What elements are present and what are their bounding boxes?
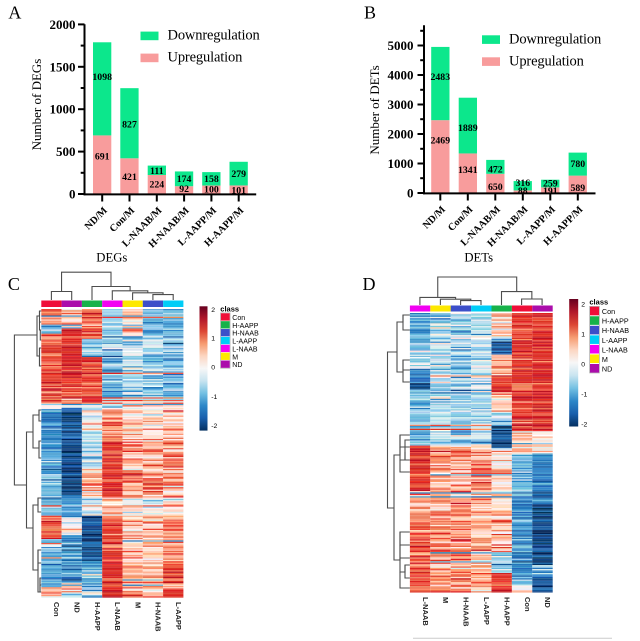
- svg-text:650: 650: [488, 182, 503, 193]
- svg-text:M: M: [232, 354, 238, 361]
- svg-text:Con: Con: [602, 307, 615, 316]
- svg-text:Downregulation: Downregulation: [168, 28, 261, 44]
- svg-text:H-NAAB: H-NAAB: [602, 326, 629, 335]
- svg-text:Con: Con: [52, 602, 61, 617]
- svg-text:DEGs: DEGs: [96, 251, 127, 265]
- svg-text:174: 174: [177, 174, 192, 185]
- svg-text:1000: 1000: [388, 156, 414, 171]
- svg-text:class: class: [220, 305, 239, 314]
- svg-text:2: 2: [211, 307, 215, 314]
- svg-text:L-AAPP: L-AAPP: [482, 597, 491, 625]
- svg-text:88: 88: [518, 186, 528, 197]
- svg-text:1098: 1098: [92, 72, 112, 83]
- svg-text:2000: 2000: [50, 17, 76, 32]
- svg-text:M: M: [441, 597, 450, 603]
- svg-text:Con: Con: [232, 315, 245, 322]
- svg-text:ND: ND: [543, 597, 552, 608]
- svg-text:-2: -2: [581, 421, 587, 428]
- svg-text:H-AAPP: H-AAPP: [93, 602, 102, 631]
- svg-text:2483: 2483: [431, 72, 451, 83]
- svg-text:316: 316: [515, 178, 530, 189]
- svg-text:-1: -1: [211, 394, 217, 401]
- svg-text:L-NAAB: L-NAAB: [113, 602, 122, 631]
- svg-text:L-AAPP: L-AAPP: [602, 336, 628, 345]
- svg-text:H-AAPP: H-AAPP: [502, 597, 511, 626]
- svg-text:ND: ND: [602, 364, 612, 373]
- svg-text:259: 259: [543, 178, 558, 189]
- svg-text:ND: ND: [232, 362, 242, 369]
- svg-text:500: 500: [56, 144, 76, 159]
- svg-text:780: 780: [570, 159, 585, 170]
- svg-text:111: 111: [150, 166, 164, 177]
- svg-text:class: class: [589, 298, 608, 307]
- svg-text:ND: ND: [73, 602, 82, 613]
- svg-text:D: D: [363, 274, 376, 294]
- svg-text:1341: 1341: [458, 165, 478, 176]
- svg-text:H-NAAB: H-NAAB: [232, 331, 259, 338]
- svg-text:3000: 3000: [388, 97, 414, 112]
- svg-text:5000: 5000: [388, 38, 414, 53]
- svg-text:472: 472: [488, 164, 503, 175]
- svg-text:0: 0: [211, 365, 215, 372]
- svg-text:279: 279: [231, 169, 246, 180]
- svg-text:1889: 1889: [458, 123, 478, 134]
- svg-text:224: 224: [149, 179, 164, 190]
- svg-text:ND/M: ND/M: [83, 205, 110, 232]
- svg-text:589: 589: [570, 183, 585, 194]
- svg-text:2000: 2000: [388, 127, 414, 142]
- svg-text:Upregulation: Upregulation: [509, 53, 585, 69]
- svg-text:158: 158: [204, 174, 219, 185]
- svg-text:M: M: [602, 355, 608, 364]
- svg-text:-1: -1: [581, 391, 587, 398]
- svg-text:1: 1: [211, 335, 215, 342]
- svg-text:B: B: [364, 3, 376, 23]
- svg-text:2: 2: [581, 301, 585, 308]
- svg-text:L-NAAB: L-NAAB: [421, 597, 430, 626]
- svg-text:H-NAAB: H-NAAB: [462, 597, 471, 627]
- svg-text:1000: 1000: [50, 102, 76, 117]
- svg-text:101: 101: [231, 186, 246, 197]
- svg-text:1500: 1500: [50, 59, 76, 74]
- svg-text:C: C: [8, 274, 20, 294]
- svg-text:Downregulation: Downregulation: [509, 31, 602, 47]
- svg-text:100: 100: [204, 184, 219, 195]
- svg-text:H-NAAB: H-NAAB: [154, 602, 163, 632]
- svg-text:4000: 4000: [388, 68, 414, 83]
- svg-text:691: 691: [95, 152, 110, 163]
- svg-text:1: 1: [581, 331, 585, 338]
- svg-text:L-AAPP: L-AAPP: [232, 339, 257, 346]
- svg-text:2469: 2469: [431, 136, 451, 147]
- svg-text:H-AAPP: H-AAPP: [232, 323, 258, 330]
- svg-text:191: 191: [543, 186, 558, 197]
- svg-text:ND/M: ND/M: [421, 204, 448, 231]
- svg-text:Number of DETs: Number of DETs: [367, 65, 382, 154]
- svg-text:DETs: DETs: [464, 251, 493, 265]
- svg-text:0: 0: [69, 187, 76, 202]
- svg-text:Con: Con: [523, 597, 532, 612]
- svg-text:M: M: [133, 602, 142, 608]
- svg-text:L-NAAB: L-NAAB: [602, 345, 628, 354]
- svg-text:L-NAAB: L-NAAB: [232, 346, 258, 353]
- svg-text:H-AAPP: H-AAPP: [602, 317, 629, 326]
- svg-text:L-AAPP: L-AAPP: [174, 602, 183, 630]
- svg-text:-2: -2: [211, 423, 217, 430]
- svg-text:0: 0: [407, 186, 414, 201]
- svg-text:92: 92: [179, 184, 189, 195]
- svg-text:827: 827: [122, 119, 137, 130]
- svg-text:Number of DEGs: Number of DEGs: [29, 59, 44, 151]
- svg-text:0: 0: [581, 361, 585, 368]
- svg-text:421: 421: [122, 172, 137, 183]
- svg-text:Upregulation: Upregulation: [168, 50, 244, 66]
- svg-text:A: A: [8, 2, 21, 22]
